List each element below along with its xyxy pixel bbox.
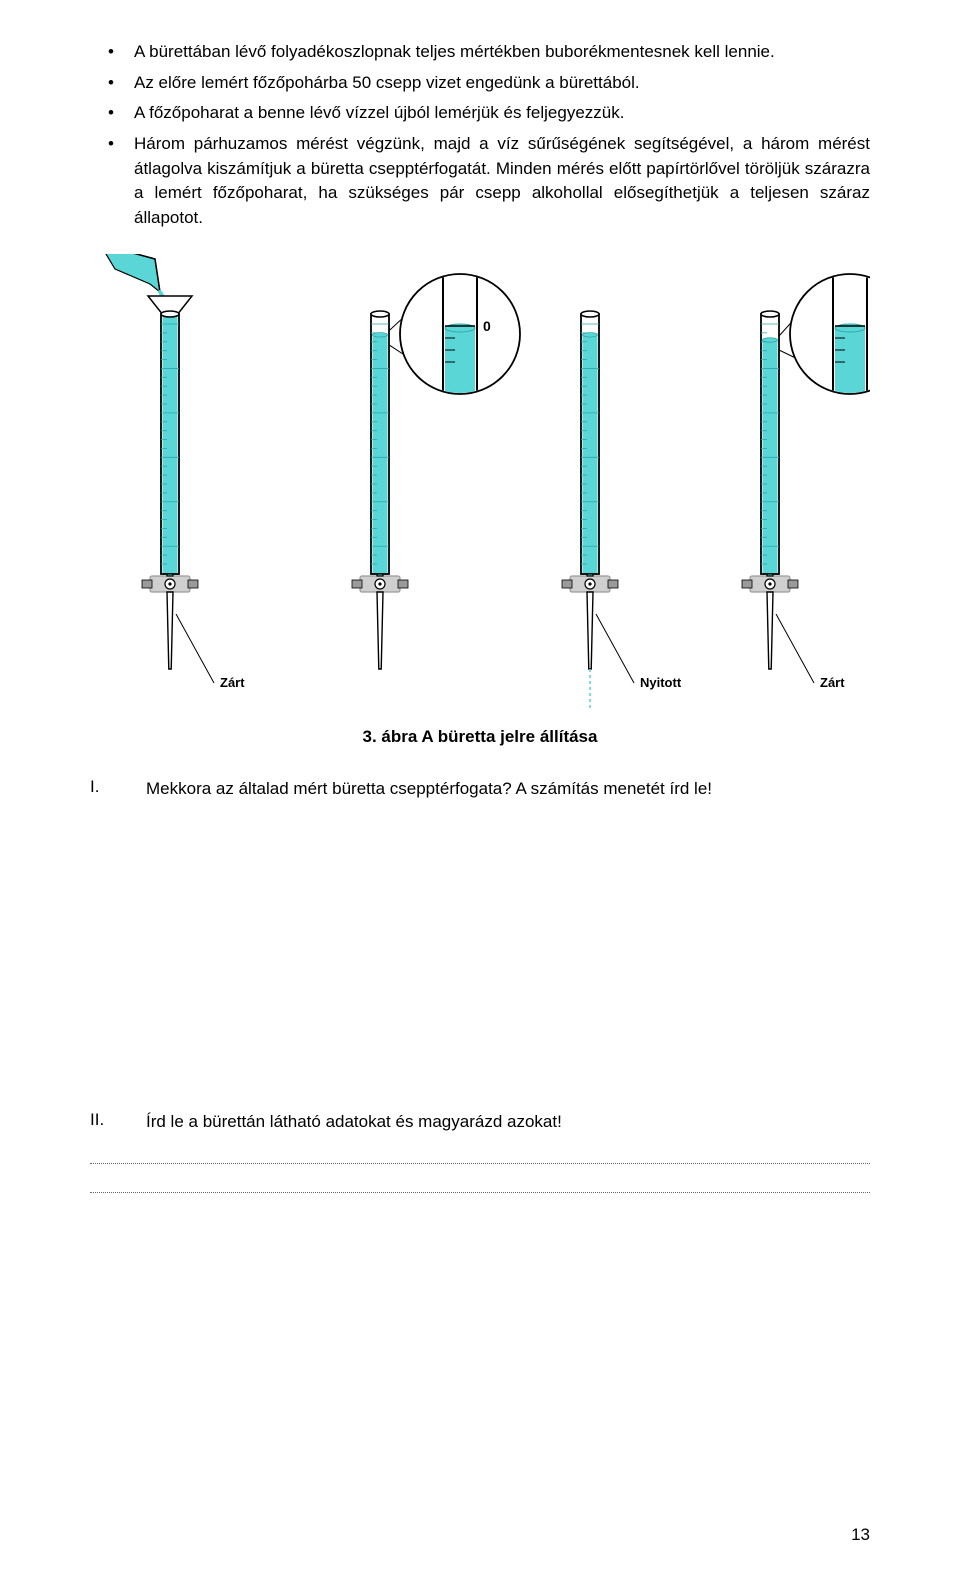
bullet-item: A bürettában lévő folyadékoszlopnak telj… [90, 40, 870, 65]
bullet-list: A bürettában lévő folyadékoszlopnak telj… [90, 40, 870, 230]
bullet-item: Az előre lemért főzőpohárba 50 csepp viz… [90, 71, 870, 96]
question-1: I. Mekkora az általad mért büretta csepp… [90, 777, 870, 802]
bullet-item: A főzőpoharat a benne lévő vízzel újból … [90, 101, 870, 126]
figure-burette: Zárt0NyitottZárt0 [90, 254, 870, 719]
svg-text:Nyitott: Nyitott [640, 675, 682, 690]
page-number: 13 [851, 1525, 870, 1545]
question-text: Mekkora az általad mért büretta csepptér… [146, 777, 870, 802]
figure-caption: 3. ábra A büretta jelre állítása [90, 727, 870, 747]
question-number: II. [90, 1110, 146, 1135]
answer-line [90, 1163, 870, 1164]
answer-space-1 [90, 810, 870, 1110]
bullet-item: Három párhuzamos mérést végzünk, majd a … [90, 132, 870, 231]
burette-diagram-svg: Zárt0NyitottZárt0 [90, 254, 870, 714]
svg-text:Zárt: Zárt [820, 675, 845, 690]
svg-text:Zárt: Zárt [220, 675, 245, 690]
question-2: II. Írd le a bürettán látható adatokat é… [90, 1110, 870, 1135]
question-number: I. [90, 777, 146, 802]
question-text: Írd le a bürettán látható adatokat és ma… [146, 1110, 870, 1135]
answer-line [90, 1192, 870, 1193]
svg-text:0: 0 [483, 318, 491, 334]
